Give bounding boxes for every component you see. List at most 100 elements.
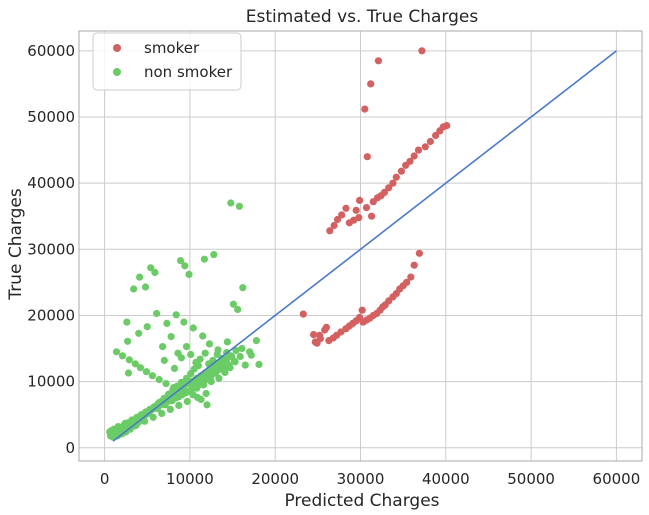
point-non-smoker: [247, 351, 255, 359]
point-non-smoker: [182, 343, 191, 351]
y-axis-label: True Charges: [6, 188, 26, 301]
point-non-smoker: [239, 284, 247, 292]
legend-label-non-smoker: non smoker: [144, 63, 233, 81]
point-smoker: [310, 331, 318, 339]
point-smoker: [426, 137, 434, 146]
point-non-smoker: [141, 283, 150, 291]
point-non-smoker: [238, 344, 246, 353]
x-tick-label: 50000: [507, 470, 555, 488]
point-non-smoker: [196, 355, 204, 363]
legend-marker-smoker: [113, 44, 121, 52]
point-non-smoker: [229, 300, 237, 308]
point-non-smoker: [124, 337, 132, 345]
y-tick-label: 50000: [27, 108, 75, 126]
point-non-smoker: [135, 329, 143, 337]
point-non-smoker: [142, 368, 150, 376]
point-smoker: [345, 219, 353, 227]
point-non-smoker: [193, 384, 201, 392]
point-non-smoker: [201, 349, 209, 357]
point-smoker: [368, 212, 376, 220]
point-non-smoker: [230, 357, 238, 365]
point-smoker: [414, 146, 423, 154]
point-smoker: [363, 153, 371, 161]
point-non-smoker: [175, 401, 183, 409]
point-smoker: [356, 196, 364, 204]
point-non-smoker: [162, 380, 170, 388]
point-non-smoker: [118, 352, 127, 360]
point-smoker: [389, 179, 397, 187]
point-non-smoker: [158, 409, 166, 417]
point-non-smoker: [210, 251, 218, 259]
point-non-smoker: [227, 352, 235, 360]
point-non-smoker: [170, 364, 179, 372]
point-non-smoker: [255, 360, 263, 368]
point-smoker: [358, 306, 366, 314]
point-non-smoker: [252, 337, 260, 345]
point-smoker: [385, 184, 393, 192]
point-smoker: [436, 127, 444, 135]
point-smoker: [392, 173, 400, 181]
point-non-smoker: [136, 364, 144, 372]
y-tick-label: 10000: [27, 373, 75, 391]
point-smoker: [410, 152, 418, 160]
point-non-smoker: [130, 285, 138, 293]
point-non-smoker: [170, 384, 178, 392]
point-non-smoker: [187, 370, 195, 378]
point-non-smoker: [178, 391, 186, 399]
point-smoker: [397, 167, 405, 175]
chart-title: Estimated vs. True Charges: [246, 7, 479, 27]
point-smoker: [367, 80, 375, 88]
point-non-smoker: [181, 262, 189, 270]
point-non-smoker: [147, 264, 155, 272]
point-smoker: [322, 323, 330, 331]
point-smoker: [432, 131, 440, 140]
point-smoker: [415, 249, 423, 257]
reference-line: [112, 50, 617, 442]
point-non-smoker: [172, 311, 180, 319]
point-smoker: [333, 215, 342, 224]
point-non-smoker: [223, 338, 231, 346]
point-non-smoker: [199, 381, 208, 389]
y-tick-label: 60000: [27, 42, 75, 60]
point-smoker: [374, 57, 382, 65]
legend-marker-non-smoker: [113, 68, 121, 76]
point-non-smoker: [207, 378, 215, 386]
point-non-smoker: [232, 346, 240, 355]
point-non-smoker: [236, 352, 244, 361]
point-smoker: [338, 211, 346, 219]
point-smoker: [326, 227, 334, 235]
point-non-smoker: [187, 350, 195, 359]
point-non-smoker: [121, 419, 129, 427]
point-non-smoker: [166, 405, 174, 413]
point-non-smoker: [225, 361, 233, 369]
point-non-smoker: [234, 305, 242, 314]
point-smoker: [402, 161, 410, 169]
point-non-smoker: [143, 323, 151, 331]
point-smoker: [330, 221, 338, 230]
point-smoker: [316, 331, 324, 339]
point-non-smoker: [149, 413, 157, 421]
x-axis-label: Predicted Charges: [284, 491, 439, 511]
point-smoker: [325, 337, 333, 345]
legend: smoker non smoker: [92, 32, 242, 91]
x-tick-label: 10000: [166, 470, 214, 488]
point-smoker: [352, 206, 360, 214]
point-smoker: [342, 204, 350, 212]
point-non-smoker: [202, 389, 210, 398]
point-non-smoker: [176, 257, 185, 265]
point-non-smoker: [159, 343, 167, 351]
point-non-smoker: [112, 348, 121, 356]
point-non-smoker: [183, 397, 191, 406]
y-tick-label: 30000: [27, 240, 75, 258]
point-smoker: [418, 47, 426, 55]
x-tick-label: 40000: [422, 470, 470, 488]
point-non-smoker: [171, 394, 179, 402]
point-non-smoker: [177, 354, 185, 362]
point-non-smoker: [124, 369, 133, 377]
point-non-smoker: [241, 361, 249, 369]
point-non-smoker: [123, 318, 131, 326]
x-tick-label: 0: [100, 470, 110, 488]
point-non-smoker: [155, 376, 163, 384]
point-smoker: [410, 261, 418, 269]
